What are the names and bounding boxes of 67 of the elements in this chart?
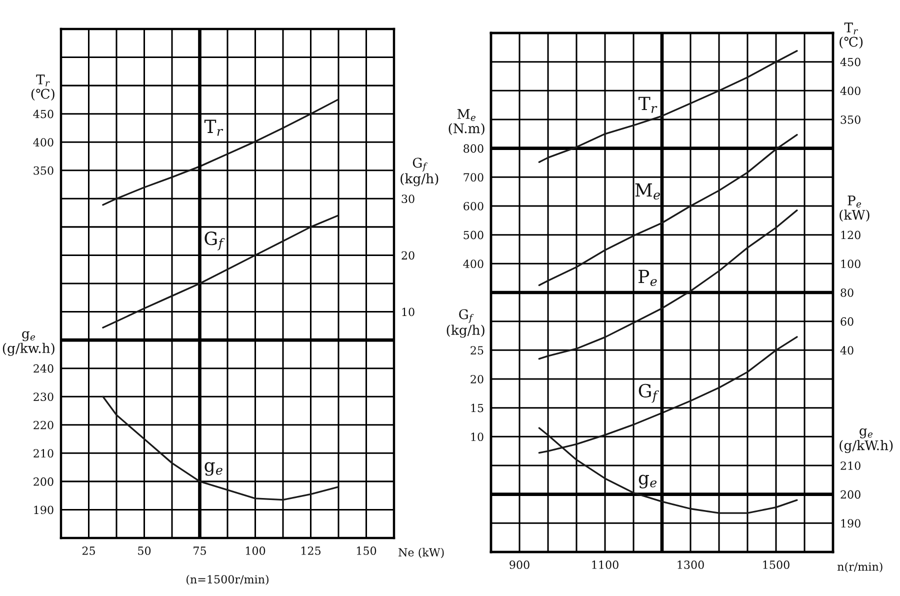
x-tick-label: 1300: [678, 560, 704, 569]
y3-tick-label: 240: [34, 364, 54, 373]
y2-tick-label: 20: [402, 251, 414, 260]
y3-axis-title: g$_{e}$ (g/kw.h): [2, 331, 54, 356]
y-axis-title: M$_{e}$ (N.m): [448, 109, 484, 136]
y-tick-label: 20: [470, 374, 484, 384]
series-label: G$_{f}$: [638, 384, 659, 403]
x-tick-label: 25: [82, 546, 95, 555]
y-tick-label: 800: [464, 144, 484, 153]
series-label: T$_{r}$: [204, 120, 224, 136]
y-tick-label: 450: [33, 110, 54, 118]
y2-tick-label: 190: [841, 519, 860, 528]
text: (n=1500r/min): [186, 574, 268, 586]
line-series: [102, 396, 339, 501]
x-tick-label: 50: [138, 546, 151, 555]
x-tick-label: 1100: [592, 560, 618, 569]
series-label: T$_{r}$: [638, 96, 658, 113]
y3-tick-label: 40: [840, 346, 854, 355]
x-tick-label: 125: [302, 546, 320, 555]
y3-tick-label: 80: [840, 288, 854, 297]
y2-tick-label: 400: [840, 86, 860, 96]
y3-tick-label: 210: [34, 449, 54, 458]
y2-tick-label: 210: [840, 461, 860, 470]
y-tick-label: 10: [471, 432, 484, 442]
y-tick-label: 500: [464, 230, 484, 240]
series-label: G$_{f}$: [204, 232, 225, 250]
x-tick-label: 1500: [763, 560, 790, 569]
y3-tick-label: 190: [34, 506, 54, 514]
y-tick-label: 400: [463, 260, 484, 268]
x-tick-label: 75: [194, 546, 206, 555]
x-axis-title: Ne (kW): [398, 548, 444, 558]
line-series: [538, 209, 798, 360]
x-tick-label: 900: [510, 560, 530, 569]
y-tick-label: 15: [471, 404, 484, 412]
y-tick-label: 600: [464, 202, 484, 210]
y2-tick-label: 350: [840, 115, 860, 124]
y3-axis-title: P$_{e}$ (kW): [840, 196, 870, 222]
series-label: g$_{e}$: [204, 462, 222, 476]
y2-axis-title: T$_{r}$ (℃): [840, 22, 863, 49]
y2-tick-label: 200: [840, 490, 860, 499]
series-label: P$_{e}$: [638, 270, 657, 286]
x-tick-label: 150: [357, 546, 376, 555]
y3-tick-label: 60: [840, 317, 854, 326]
y-tick-label: 25: [470, 346, 484, 355]
line-series: [102, 98, 339, 206]
y3-tick-label: 200: [34, 477, 54, 486]
line-series: [538, 134, 798, 286]
y2-tick-label: 10: [402, 308, 414, 316]
y-tick-label: 400: [33, 138, 54, 146]
y2-tick-label: 450: [840, 58, 860, 66]
series-label: g$_{e}$: [638, 474, 657, 488]
y3-tick-label: 120: [841, 230, 860, 240]
y-axis-title: G$_{f}$ (kg/h): [446, 309, 484, 338]
series-label: M$_{e}$: [635, 183, 660, 200]
line-series: [102, 214, 339, 328]
y3-tick-label: 220: [34, 420, 54, 430]
y2-axis-title: g$_{e}$ (g/kW.h): [840, 428, 893, 453]
x-tick-label: 100: [246, 546, 266, 555]
y3-tick-label: 100: [841, 260, 860, 268]
y2-tick-label: 30: [402, 194, 414, 204]
y3-tick-label: 230: [34, 392, 54, 401]
y-tick-label: 700: [464, 173, 484, 182]
y2-axis-title: G$_{f}$ (kg/h): [400, 158, 438, 186]
y-tick-label: 350: [34, 166, 54, 175]
y-axis-title: T$_{r}$ (℃): [31, 74, 54, 101]
x-axis-title: n(r/min): [838, 562, 882, 572]
line-series: [538, 50, 798, 164]
